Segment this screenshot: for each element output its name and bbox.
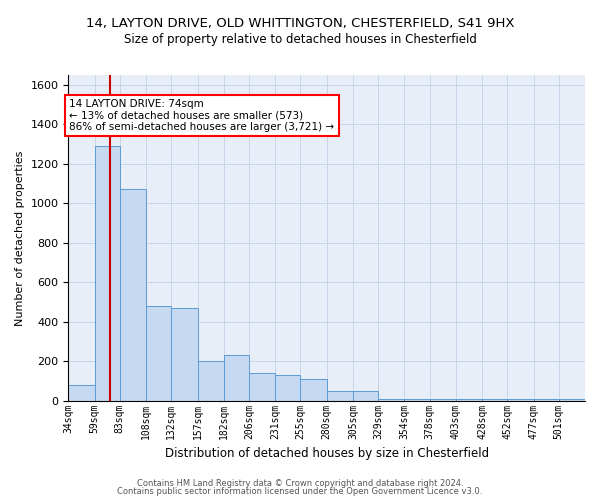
Text: Contains public sector information licensed under the Open Government Licence v3: Contains public sector information licen… [118,487,482,496]
Bar [430,398,456,400]
Bar [197,361,224,401]
Bar [275,375,301,400]
Text: 14, LAYTON DRIVE, OLD WHITTINGTON, CHESTERFIELD, S41 9HX: 14, LAYTON DRIVE, OLD WHITTINGTON, CHEST… [86,18,514,30]
Bar [120,190,146,400]
Bar [224,355,249,401]
Text: 14 LAYTON DRIVE: 74sqm
← 13% of detached houses are smaller (573)
86% of semi-de: 14 LAYTON DRIVE: 74sqm ← 13% of detached… [70,98,335,132]
Bar [68,385,95,400]
Text: Contains HM Land Registry data © Crown copyright and database right 2024.: Contains HM Land Registry data © Crown c… [137,478,463,488]
Bar [301,379,327,400]
Bar [585,394,600,400]
Bar [559,398,585,400]
Bar [482,398,508,400]
Bar [533,398,559,400]
Bar [327,391,353,400]
Bar [249,373,275,400]
Bar [508,398,533,400]
Text: Size of property relative to detached houses in Chesterfield: Size of property relative to detached ho… [124,32,476,46]
Y-axis label: Number of detached properties: Number of detached properties [15,150,25,326]
Bar [353,391,378,400]
Bar [456,398,482,400]
Bar [172,308,197,400]
Bar [404,398,430,400]
Bar [146,306,172,400]
X-axis label: Distribution of detached houses by size in Chesterfield: Distribution of detached houses by size … [164,447,489,460]
Bar [378,398,404,400]
Bar [95,146,120,401]
